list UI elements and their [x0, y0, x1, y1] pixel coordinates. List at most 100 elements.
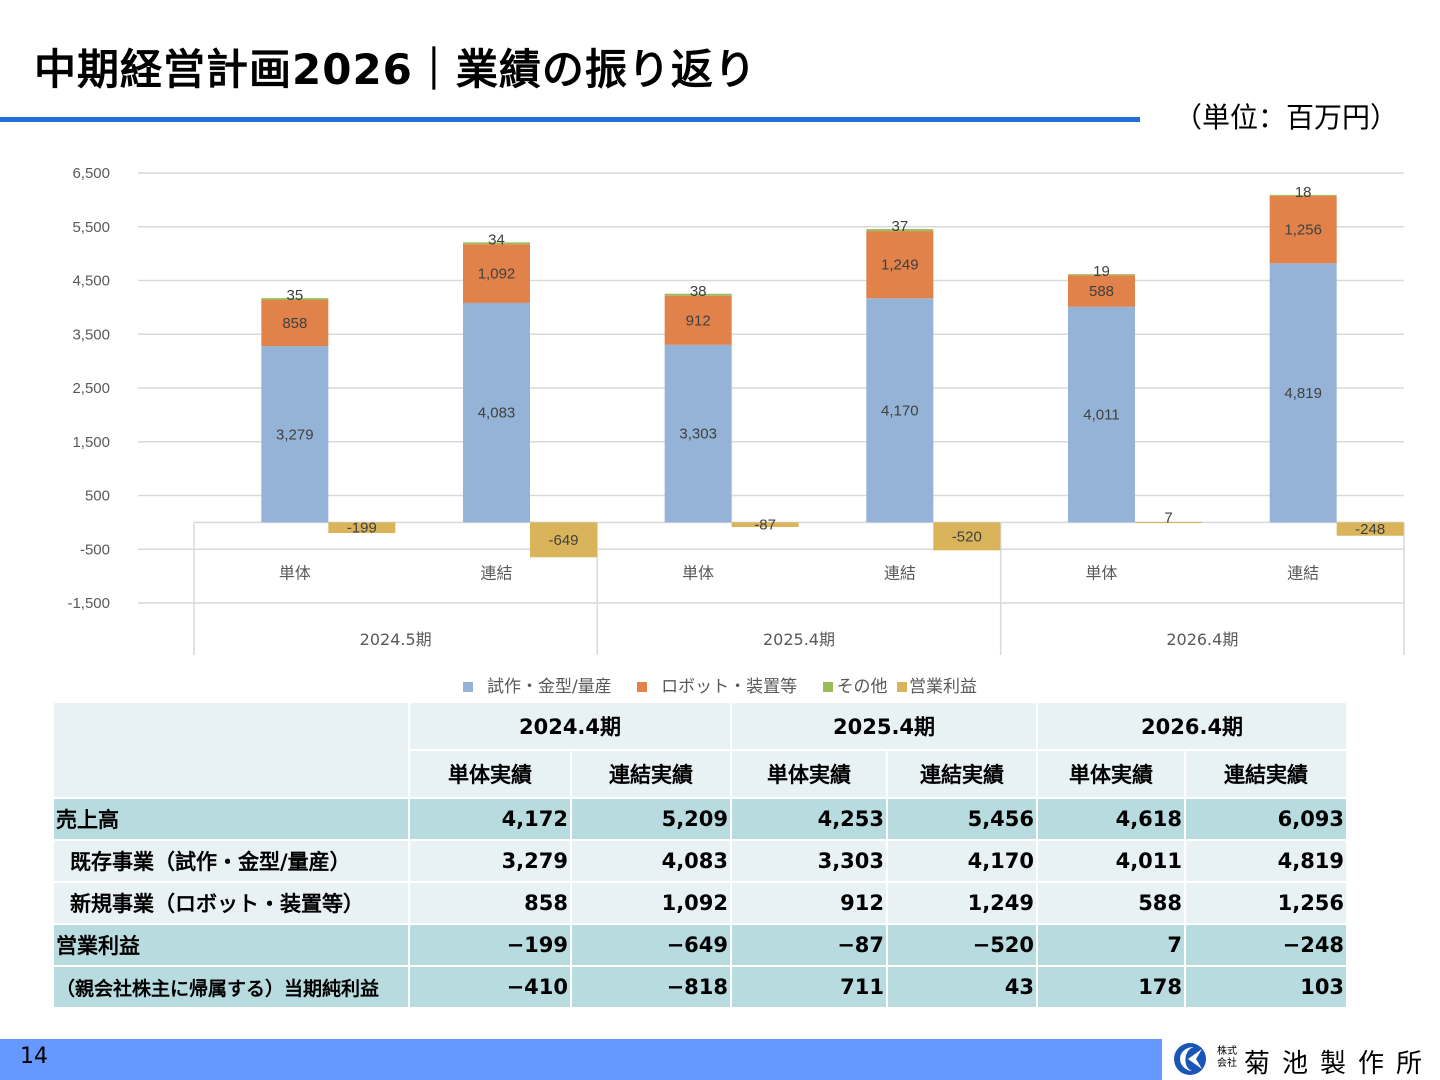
category-label: 単体 [682, 563, 714, 582]
table-cell: −410 [410, 967, 570, 1007]
table-cell: 1,092 [572, 883, 731, 923]
group-label: 2026.4期 [1166, 630, 1238, 649]
table-header-subcolumns: 単体実績 連結実績 単体実績 連結実績 単体実績 連結実績 [54, 751, 1347, 797]
row-label: 既存事業（試作・金型/量産） [54, 841, 408, 881]
legend-swatch-prototype [463, 682, 474, 692]
data-label: 912 [686, 312, 711, 329]
company-logo-icon [1174, 1043, 1206, 1075]
row-label: 営業利益 [54, 925, 408, 965]
table-cell: 6,093 [1186, 799, 1347, 839]
table-cell: 4,172 [410, 799, 570, 839]
table-row-new-business: 新規事業（ロボット・装置等） 858 1,092 912 1,249 588 1… [54, 883, 1347, 923]
data-label: 35 [286, 287, 303, 304]
table-cell: 103 [1186, 967, 1347, 1007]
bar-segment-0 [1068, 306, 1135, 523]
subcolumn-header: 単体実績 [410, 751, 570, 797]
company-type-label: 株式会社 [1217, 1046, 1237, 1069]
table-cell: 588 [1038, 883, 1185, 923]
legend-label-other: その他 [836, 677, 888, 697]
bar-segment-0 [1269, 263, 1337, 523]
bar-segment-0 [261, 346, 329, 523]
data-label: -199 [347, 520, 377, 537]
company-logo: 株式会社 菊池製作所 [1170, 1040, 1438, 1079]
bar-segment-1 [261, 300, 329, 347]
bar-segment-0 [463, 302, 530, 523]
legend-label-prototype: 試作・金型/量産 [487, 677, 612, 697]
bar-segment-1 [866, 231, 934, 299]
table-cell: 7 [1038, 925, 1185, 965]
page-title: 中期経営計画2026｜業績の振り返り [34, 45, 757, 94]
table-corner [54, 703, 408, 797]
table-row-existing-business: 既存事業（試作・金型/量産） 3,279 4,083 3,303 4,170 4… [54, 841, 1347, 881]
data-label: 4,170 [881, 402, 919, 419]
operating-profit-bar [1135, 521, 1202, 523]
table-cell: 3,279 [410, 841, 570, 881]
operating-profit-bar [933, 522, 1001, 551]
table-cell: 3,303 [732, 841, 887, 881]
unit-label: （単位：百万円） [1173, 101, 1398, 134]
table-row-operating-profit: 営業利益 −199 −649 −87 −520 7 −248 [54, 925, 1347, 965]
y-tick-label: -1,500 [67, 595, 110, 612]
y-tick-label: -500 [80, 541, 110, 558]
data-label: 3,303 [679, 426, 717, 443]
row-label: 新規事業（ロボット・装置等） [54, 883, 408, 923]
row-label: 売上高 [54, 799, 408, 839]
legend-item-robot: ロボット・装置等 [637, 672, 797, 697]
bar-segment-2 [261, 298, 329, 301]
table-cell: −87 [732, 925, 887, 965]
data-label: 38 [690, 283, 707, 300]
legend-swatch-other [822, 682, 833, 692]
table-cell: 5,209 [572, 799, 731, 839]
table-cell: 711 [732, 967, 887, 1007]
data-label: -649 [548, 532, 578, 549]
table-cell: −818 [572, 967, 731, 1007]
y-tick-label: 4,500 [72, 273, 110, 290]
data-label: 4,083 [478, 405, 516, 422]
data-label: 588 [1089, 283, 1114, 300]
data-label: 1,092 [478, 266, 516, 283]
period-header: 2024.4期 [410, 703, 731, 749]
data-label: 18 [1295, 184, 1312, 201]
subcolumn-header: 連結実績 [572, 751, 731, 797]
bar-segment-0 [664, 344, 732, 523]
y-tick-label: 6,500 [72, 165, 110, 182]
page-number: 14 [20, 1044, 48, 1069]
table-cell: 5,456 [888, 799, 1037, 839]
table-cell: 1,249 [888, 883, 1037, 923]
bar-segment-0 [866, 298, 934, 523]
bar-segment-2 [1068, 274, 1135, 276]
y-tick-label: 5,500 [72, 219, 110, 236]
bar-segment-2 [866, 229, 934, 232]
results-table: 2024.4期 2025.4期 2026.4期 単体実績 連結実績 単体実績 連… [52, 701, 1348, 1009]
period-header: 2025.4期 [732, 703, 1037, 749]
chart-legend: 試作・金型/量産 ロボット・装置等 その他 営業利益 [0, 672, 1440, 697]
subcolumn-header: 単体実績 [1038, 751, 1185, 797]
data-label: 3,279 [276, 426, 314, 443]
bar-segment-2 [1269, 194, 1337, 196]
legend-swatch-robot [637, 682, 648, 692]
data-label: 4,819 [1284, 385, 1322, 402]
y-tick-label: 1,500 [72, 434, 110, 451]
table-cell: 858 [410, 883, 570, 923]
table-cell: 1,256 [1186, 883, 1347, 923]
y-tick-label: 500 [85, 488, 110, 505]
period-header: 2026.4期 [1038, 703, 1347, 749]
data-label: 34 [488, 231, 505, 248]
table-cell: 4,011 [1038, 841, 1185, 881]
bar-segment-1 [1068, 275, 1135, 307]
operating-profit-bar [530, 522, 597, 558]
table-cell: 178 [1038, 967, 1185, 1007]
table-cell: 43 [888, 967, 1037, 1007]
data-label: -248 [1355, 521, 1385, 538]
y-tick-label: 2,500 [72, 380, 110, 397]
bar-segment-2 [664, 293, 732, 296]
legend-item-other: その他 [822, 672, 888, 697]
category-label: 連結 [884, 563, 916, 582]
bar-segment-2 [463, 242, 530, 245]
table-cell: 4,819 [1186, 841, 1347, 881]
table-header-periods: 2024.4期 2025.4期 2026.4期 [54, 703, 1347, 797]
data-label: -87 [754, 517, 776, 534]
legend-item-prototype: 試作・金型/量産 [463, 672, 612, 697]
data-label: 4,011 [1083, 407, 1119, 424]
table-cell: 4,170 [888, 841, 1037, 881]
